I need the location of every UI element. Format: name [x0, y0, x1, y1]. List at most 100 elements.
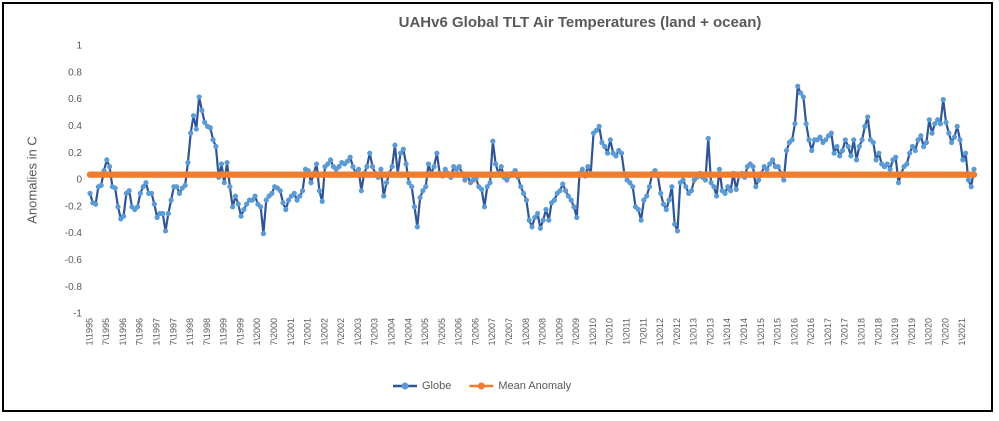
data-point [848, 153, 854, 159]
y-tick-label: 0.4 [68, 121, 82, 132]
data-point [230, 204, 236, 210]
data-point [789, 137, 795, 143]
x-tick-label: 1\1999 [219, 318, 229, 346]
data-point [823, 137, 829, 143]
data-point [504, 177, 510, 183]
data-point [199, 107, 205, 113]
data-point [277, 188, 283, 194]
y-tick-label: -0.8 [65, 282, 83, 293]
data-point [263, 197, 269, 203]
frame [2, 2, 993, 412]
data-point [431, 164, 437, 170]
x-tick-label: 7\2020 [940, 318, 950, 346]
data-point [523, 197, 530, 203]
data-point [560, 181, 566, 187]
data-point [722, 190, 728, 196]
y-tick-label: 0.6 [68, 94, 82, 105]
data-point [543, 206, 549, 213]
data-point [965, 177, 972, 183]
x-tick-label: 1\1997 [152, 318, 162, 346]
x-tick-label: 1\2021 [957, 318, 967, 346]
x-tick-label: 1\2007 [487, 318, 497, 346]
data-point [425, 161, 432, 167]
data-point [490, 138, 496, 144]
y-tick-label: 1 [76, 41, 82, 52]
data-point [487, 180, 493, 186]
data-point [260, 231, 267, 237]
data-point [106, 164, 113, 170]
x-tick-label: 7\2019 [907, 318, 917, 346]
x-tick-label: 7\2008 [538, 318, 548, 346]
x-tick-label: 1\2004 [387, 318, 397, 346]
data-point [963, 150, 969, 156]
data-point [92, 201, 99, 207]
x-tick-label: 7\2002 [336, 318, 346, 346]
y-tick-label: 0.2 [68, 148, 82, 159]
data-point [207, 125, 213, 131]
data-point [98, 182, 104, 188]
x-tick-label: 7\2004 [403, 318, 413, 346]
data-point [918, 133, 924, 139]
data-point [940, 97, 946, 103]
data-point [484, 184, 490, 190]
data-point [957, 137, 963, 143]
data-point [853, 157, 860, 163]
data-point [635, 206, 641, 213]
x-tick-label: 1\2012 [655, 318, 665, 346]
data-point [313, 161, 320, 167]
data-point [325, 161, 331, 167]
x-tick-label: 7\2003 [370, 318, 380, 346]
data-point [627, 180, 633, 186]
data-point [663, 206, 669, 213]
data-point [876, 150, 882, 156]
data-point [839, 147, 846, 154]
y-axis-label: Anomalies in C [24, 136, 39, 223]
data-point [596, 123, 602, 129]
data-point [176, 190, 183, 196]
data-point [546, 217, 552, 223]
data-point [845, 143, 851, 150]
data-point [895, 180, 902, 186]
data-point [828, 130, 834, 136]
data-point [344, 158, 350, 164]
y-tick-label: -0.2 [65, 201, 83, 212]
data-point [568, 197, 574, 203]
data-point [162, 228, 169, 234]
x-tick-label: 1\2008 [521, 318, 531, 346]
data-point [456, 164, 462, 170]
data-point [767, 161, 773, 167]
data-point [148, 190, 155, 196]
data-point [714, 193, 720, 199]
data-point [929, 130, 935, 136]
data-point [783, 147, 790, 154]
data-point [565, 193, 571, 199]
data-point [434, 150, 440, 156]
x-tick-label: 1\2001 [286, 318, 296, 346]
data-point [355, 166, 362, 172]
data-point [300, 188, 306, 194]
data-point [926, 117, 932, 123]
data-point [481, 204, 488, 210]
data-point [613, 153, 619, 159]
data-point [856, 143, 862, 150]
data-point [750, 164, 756, 170]
data-point [943, 119, 949, 125]
data-point [585, 164, 591, 170]
data-point [562, 188, 569, 194]
data-point [498, 164, 504, 170]
data-point [364, 164, 370, 170]
data-point [358, 188, 364, 194]
data-point [218, 161, 225, 167]
data-point [725, 184, 731, 190]
data-point [143, 180, 149, 186]
x-tick-label: 1\2014 [722, 318, 732, 346]
legend-marker [401, 382, 409, 390]
data-point [708, 180, 714, 186]
data-point [518, 184, 524, 190]
data-point [641, 197, 647, 203]
data-point [960, 157, 966, 163]
data-point [862, 123, 868, 129]
data-point [557, 188, 563, 194]
x-tick-label: 1\2000 [252, 318, 262, 346]
